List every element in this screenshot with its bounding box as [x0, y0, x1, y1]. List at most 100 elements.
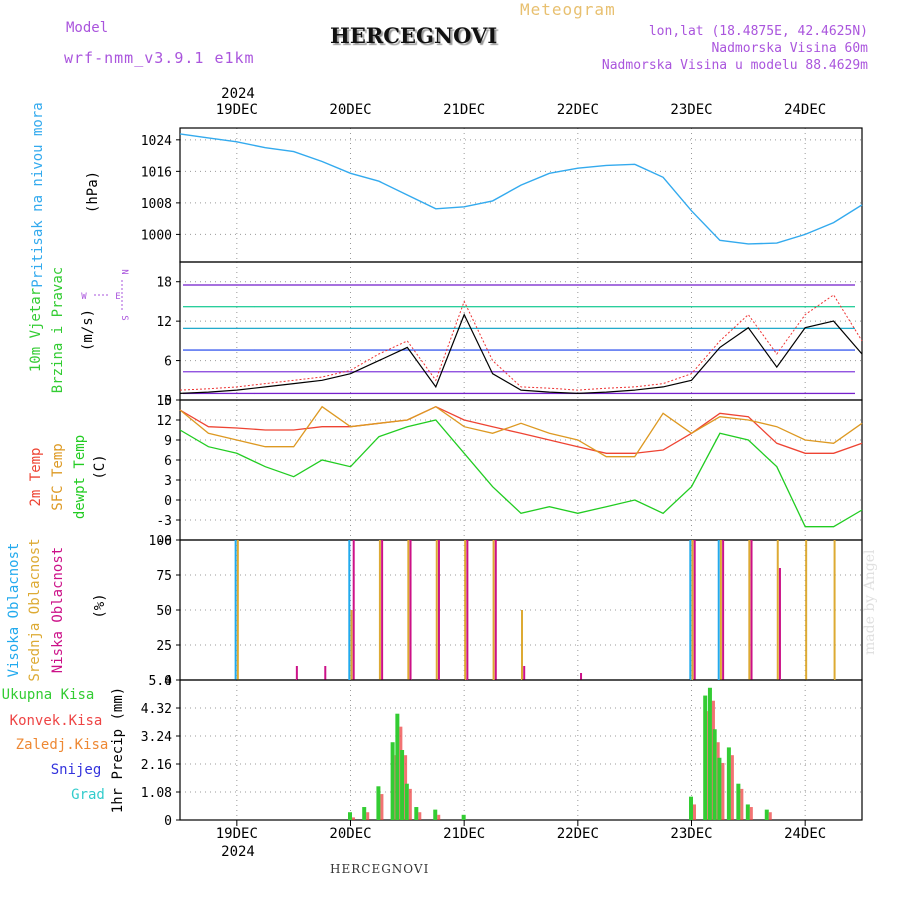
y-tick-label: 1008	[141, 197, 172, 212]
y-tick-label: -3	[156, 514, 172, 529]
low-cloud-bar	[381, 540, 384, 680]
footer-station: HERCEGNOVI	[330, 862, 430, 876]
y-tick-label: 4.32	[141, 702, 172, 717]
dewpt-axis-label: dewpt Temp	[72, 435, 88, 519]
day-label-top: 23DEC	[670, 102, 712, 118]
conv-precip-bar	[730, 755, 734, 820]
high-cloud-bar	[689, 540, 692, 680]
elevation-label: Nadmorska Visina 60m	[711, 41, 868, 56]
total-precip-bar	[745, 804, 750, 820]
panel-frame	[179, 679, 863, 821]
wind-axis-label-2: Brzina i Pravac	[50, 267, 66, 393]
day-label-top: 20DEC	[329, 102, 371, 118]
meteogram-label: Meteogram	[520, 0, 616, 19]
low-cloud-bar	[750, 540, 753, 680]
dewpt-line	[179, 419, 863, 528]
precip-legend-item: Konvek.Kisa	[10, 713, 103, 729]
day-label-bottom: 19DEC	[216, 826, 258, 842]
day-label-bottom: 22DEC	[557, 826, 599, 842]
total-precip-bar	[404, 783, 409, 820]
panel-frame	[179, 261, 863, 401]
compass-north: N	[119, 269, 129, 274]
high-cloud-bar	[348, 540, 351, 680]
y-tick-label: 5.4	[149, 674, 173, 689]
y-tick-label: 1016	[141, 165, 172, 180]
total-precip-bar	[362, 807, 367, 820]
day-label-bottom: 24DEC	[784, 826, 826, 842]
model-name: wrf-nmm_v3.9.1 e1km	[64, 49, 255, 67]
low-cloud-bar	[409, 540, 412, 680]
mid-cloud-bar	[719, 540, 722, 680]
total-precip-bar	[703, 695, 708, 820]
wind-speed-line	[179, 313, 863, 395]
y-tick-label: 3	[164, 474, 172, 489]
y-tick-label: -6	[156, 534, 172, 549]
total-precip-bar	[348, 812, 352, 820]
conv-precip-bar	[740, 788, 744, 820]
low-cloud-bar	[693, 540, 696, 680]
mid-cloud-bar	[833, 540, 836, 680]
high-cloud-bar	[717, 540, 720, 680]
wind-gust-line	[179, 294, 863, 391]
day-label-bottom: 21DEC	[443, 826, 485, 842]
low-cloud-bar	[722, 540, 725, 680]
day-label-bottom: 23DEC	[670, 826, 712, 842]
mid-cloud-bar	[748, 540, 751, 680]
panel-frame	[179, 127, 863, 263]
mid-cloud-bar	[236, 540, 239, 680]
conv-precip-bar	[437, 814, 441, 820]
y-tick-label: 25	[156, 639, 172, 654]
conv-precip-bar	[352, 817, 355, 820]
year-label-bottom: 2024	[221, 844, 255, 860]
precip-legend-item: Grad	[71, 787, 105, 803]
low-cloud-bar	[352, 540, 355, 680]
total-precip-bar	[764, 809, 769, 820]
conv-precip-bar	[721, 762, 725, 820]
temp-unit-label: (C)	[92, 454, 108, 479]
y-tick-label: 12	[156, 315, 172, 330]
y-tick-label: 75	[156, 569, 172, 584]
conv-precip-bar	[380, 794, 384, 820]
y-tick-label: 9	[164, 434, 172, 449]
low-cloud-bar	[580, 673, 583, 680]
conv-precip-bar	[749, 807, 753, 820]
high-cloud-bar	[234, 540, 237, 680]
sfc-temp-line	[179, 405, 863, 458]
conv-precip-bar	[693, 804, 696, 820]
day-label-top: 22DEC	[557, 102, 599, 118]
temp2m-line	[179, 405, 863, 454]
panel-frame	[179, 399, 863, 541]
total-precip-bar	[726, 747, 731, 820]
mid-cloud-bar	[521, 610, 523, 680]
low-cloud-bar	[523, 666, 526, 680]
conv-precip-bar	[418, 812, 422, 820]
conv-precip-bar	[768, 812, 772, 820]
day-label-top: 24DEC	[784, 102, 826, 118]
cloud-unit-label: (%)	[92, 593, 108, 618]
low-cloud-bar	[437, 540, 440, 680]
mid-cloud-bar	[691, 540, 694, 680]
mid-cloud-bar	[492, 540, 495, 680]
y-tick-label: 15	[156, 394, 172, 409]
low-cloud-bar	[466, 540, 469, 680]
total-precip-bar	[390, 742, 395, 820]
station-title: HERCEGNOVI	[330, 23, 498, 48]
y-tick-label: 3.24	[141, 730, 172, 745]
year-label-top: 2024	[221, 86, 255, 102]
total-precip-bar	[689, 796, 693, 820]
mid-cloud-axis-label: Srednja Oblacnost	[27, 538, 43, 681]
conv-precip-bar	[408, 788, 412, 820]
mid-cloud-bar	[776, 540, 779, 680]
total-precip-bar	[376, 786, 381, 820]
mid-cloud-bar	[435, 540, 438, 680]
precip-legend-item: Snijeg	[51, 762, 102, 778]
y-tick-label: 100	[149, 534, 172, 549]
mid-cloud-bar	[805, 540, 808, 680]
y-tick-label: 1.08	[141, 786, 172, 801]
y-tick-label: 0	[164, 674, 172, 689]
precip-legend-item: Zaledj.Kisa	[16, 737, 109, 753]
low-cloud-bar	[324, 666, 327, 680]
total-precip-bar	[400, 750, 405, 820]
low-cloud-bar	[494, 540, 497, 680]
